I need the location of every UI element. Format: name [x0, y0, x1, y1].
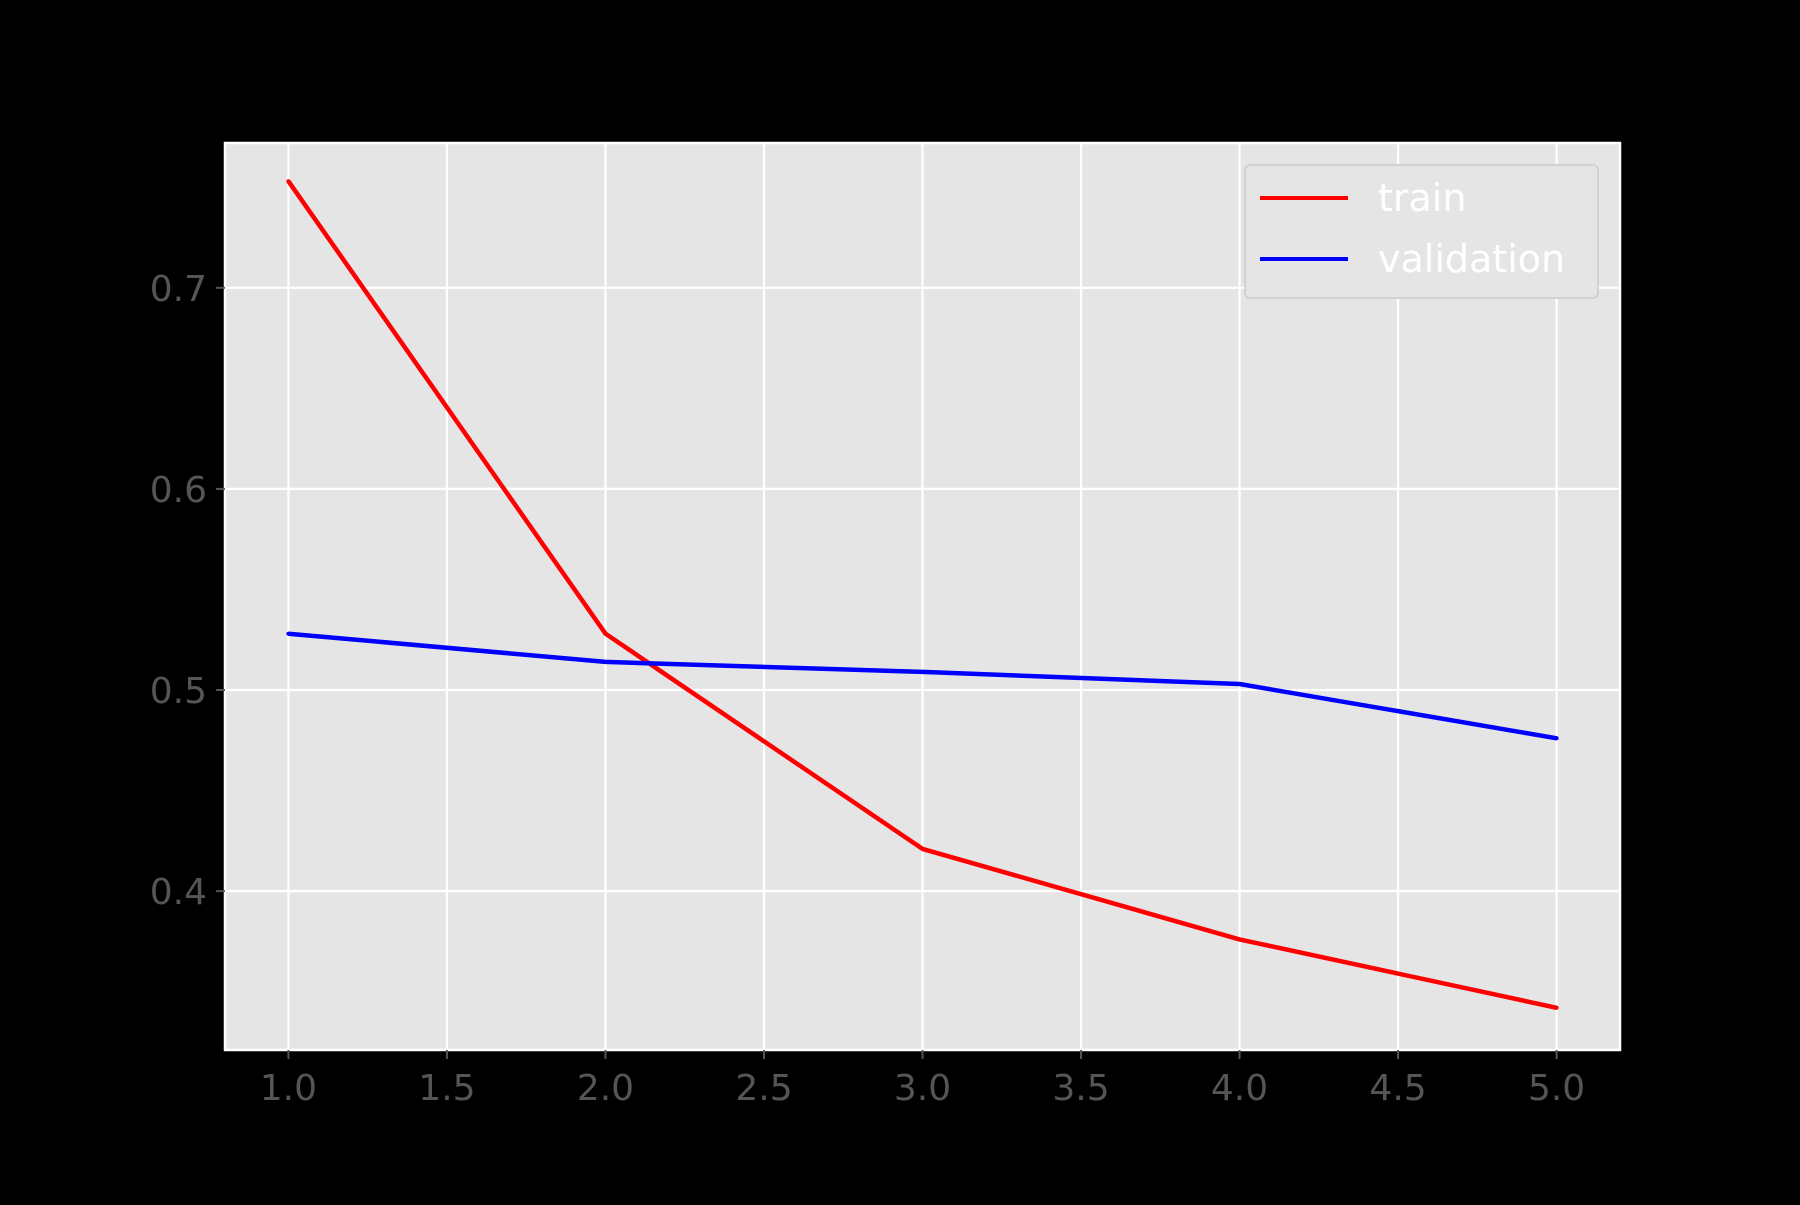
x-tick-label: 2.0: [577, 1068, 634, 1109]
data-point-validation: [1554, 736, 1559, 741]
data-point-train: [603, 631, 608, 636]
x-tick-label: 4.5: [1369, 1068, 1426, 1109]
y-axis-ticks: 0.4 0.5 0.6 0.7: [150, 269, 225, 913]
legend: train validation: [1244, 164, 1599, 299]
data-point-validation: [1237, 681, 1242, 686]
data-point-train: [1554, 1005, 1559, 1010]
y-tick-label: 0.6: [150, 470, 207, 511]
data-point-train: [286, 179, 291, 184]
y-tick-label: 0.5: [150, 671, 207, 712]
y-tick-label: 0.4: [150, 872, 207, 913]
x-tick-label: 2.5: [735, 1068, 792, 1109]
data-point-train: [1237, 937, 1242, 942]
x-tick-label: 3.0: [894, 1068, 951, 1109]
x-axis-ticks: 1.0 1.5 2.0 2.5 3.0 3.5 4.0 4.5 5.0: [260, 1050, 1585, 1109]
data-point-train: [920, 846, 925, 851]
data-point-validation: [286, 631, 291, 636]
x-tick-label: 1.0: [260, 1068, 317, 1109]
legend-label-validation: validation: [1378, 237, 1565, 281]
x-tick-label: 3.5: [1052, 1068, 1109, 1109]
y-tick-label: 0.7: [150, 269, 207, 310]
x-tick-label: 5.0: [1528, 1068, 1585, 1109]
legend-label-train: train: [1378, 176, 1466, 220]
series-lines: [286, 179, 1559, 1010]
x-tick-label: 1.5: [418, 1068, 475, 1109]
data-point-validation: [603, 659, 608, 664]
x-tick-label: 4.0: [1211, 1068, 1268, 1109]
data-point-validation: [920, 669, 925, 674]
